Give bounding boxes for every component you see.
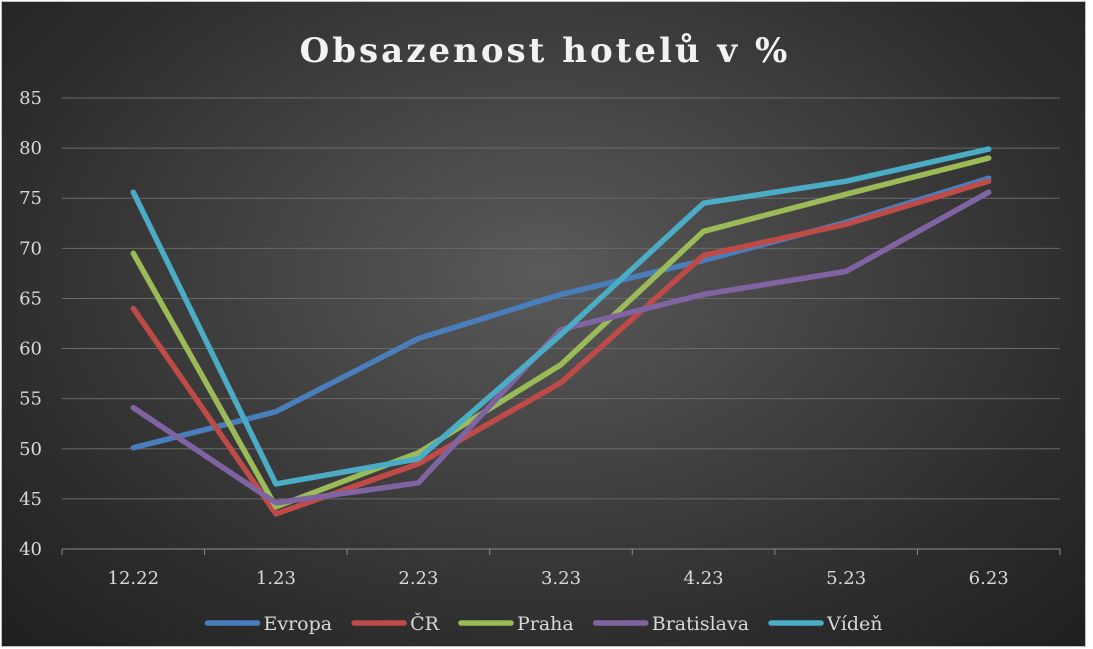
legend-label: Vídeň [826, 613, 882, 635]
series-lines [130, 146, 992, 517]
legend-label: Praha [517, 613, 574, 635]
legend-label: Evropa [264, 613, 333, 635]
x-tick-label: 1.23 [256, 568, 296, 589]
series-line-4 [130, 146, 992, 487]
y-tick-label: 75 [19, 188, 42, 209]
chart-title: Obsazenost hotelů v % [300, 31, 791, 71]
legend: Evropa ČR Praha Bratislava Vídeň [204, 612, 883, 635]
y-tick-label: 40 [19, 539, 42, 560]
y-tick-label: 45 [19, 489, 42, 510]
legend-label: Bratislava [652, 613, 749, 635]
x-tick-label: 4.23 [684, 568, 724, 589]
y-tick-label: 60 [19, 339, 42, 360]
y-tick-label: 65 [19, 288, 42, 309]
y-tick-label: 70 [19, 238, 42, 259]
x-tick-label: 3.23 [541, 568, 581, 589]
y-tick-label: 50 [19, 439, 42, 460]
x-tick-label: 5.23 [826, 568, 866, 589]
y-tick-label: 80 [19, 138, 42, 159]
y-tick-label: 85 [19, 88, 42, 109]
x-tick-label: 12.22 [108, 568, 160, 589]
y-axis-ticks: 40 45 50 55 60 65 70 75 80 85 [19, 88, 42, 560]
x-tick-label: 2.23 [398, 568, 438, 589]
series-line-3 [130, 189, 992, 506]
legend-label: ČR [410, 612, 440, 635]
x-axis-ticks: 12.22 1.23 2.23 3.23 4.23 5.23 6.23 [61, 549, 1061, 589]
series-line-2 [130, 155, 992, 510]
series-line-1 [130, 178, 992, 517]
y-tick-label: 55 [19, 389, 42, 410]
x-tick-label: 6.23 [969, 568, 1009, 589]
